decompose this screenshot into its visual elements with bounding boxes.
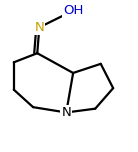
Text: OH: OH — [63, 4, 83, 17]
Text: N: N — [61, 106, 71, 119]
Text: N: N — [34, 21, 44, 34]
